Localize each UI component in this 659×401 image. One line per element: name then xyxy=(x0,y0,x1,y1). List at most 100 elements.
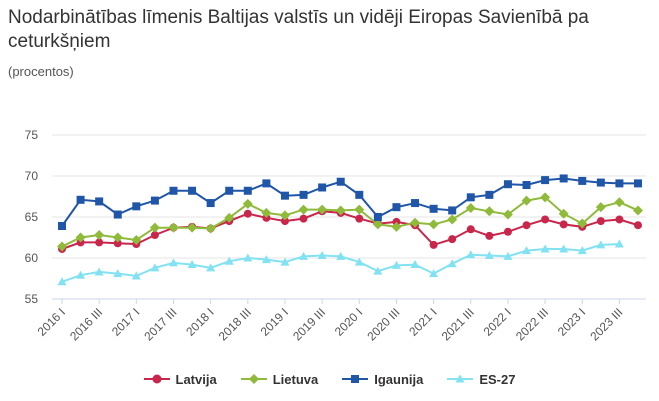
data-point-latvija xyxy=(466,225,475,234)
data-point-igaunija xyxy=(299,190,308,199)
x-tick-label: 2020 I xyxy=(332,305,365,338)
data-point-es-27 xyxy=(596,240,606,249)
data-point-es-27 xyxy=(76,270,86,279)
data-point-es-27 xyxy=(503,251,513,260)
data-point-lietuva xyxy=(168,222,179,233)
data-point-lietuva xyxy=(205,223,216,234)
data-point-lietuva xyxy=(57,241,67,252)
data-point-es-27 xyxy=(391,260,401,269)
data-point-es-27 xyxy=(354,257,364,266)
data-point-lietuva xyxy=(372,219,383,230)
data-point-lietuva xyxy=(298,204,309,215)
data-point-lietuva xyxy=(279,210,290,221)
data-point-latvija xyxy=(150,231,159,240)
legend-item-latvija[interactable]: Latvija xyxy=(143,370,217,388)
x-tick-label: 2021 I xyxy=(406,305,439,338)
data-point-es-27 xyxy=(299,251,309,260)
data-point-igaunija xyxy=(336,177,345,186)
data-point-lietuva xyxy=(540,192,551,203)
data-point-lietuva xyxy=(633,205,643,216)
x-tick-label: 2023 III xyxy=(587,305,625,343)
data-point-lietuva xyxy=(614,197,625,208)
data-point-igaunija xyxy=(503,180,512,189)
data-point-igaunija xyxy=(113,210,122,219)
legend-swatch-lietuva xyxy=(240,374,267,384)
data-point-es-27 xyxy=(336,251,346,260)
data-point-lietuva xyxy=(242,198,253,209)
data-point-lietuva xyxy=(187,222,198,233)
data-point-lietuva xyxy=(75,232,86,243)
data-point-igaunija xyxy=(76,195,85,204)
y-tick-label: 65 xyxy=(25,210,39,224)
data-point-es-27 xyxy=(206,263,216,272)
data-point-es-27 xyxy=(466,250,476,259)
data-point-es-27 xyxy=(280,257,290,266)
data-point-igaunija xyxy=(429,204,438,213)
legend-item-lietuva[interactable]: Lietuva xyxy=(240,370,319,388)
data-point-igaunija xyxy=(169,186,178,195)
x-tick-label: 2017 III xyxy=(141,305,179,343)
y-tick-label: 60 xyxy=(25,251,39,265)
data-point-lietuva xyxy=(112,232,123,243)
data-point-es-27 xyxy=(540,244,550,253)
x-tick-label: 2019 III xyxy=(290,305,328,343)
data-point-es-27 xyxy=(484,251,494,260)
data-point-igaunija xyxy=(634,179,642,188)
data-point-igaunija xyxy=(466,193,475,202)
x-tick-label: 2022 III xyxy=(513,305,551,343)
data-point-lietuva xyxy=(224,212,235,223)
legend-item-igaunija[interactable]: Igaunija xyxy=(342,370,423,388)
data-point-igaunija xyxy=(225,186,234,195)
x-tick-label: 2021 III xyxy=(439,305,477,343)
data-point-es-27 xyxy=(447,259,457,268)
data-point-es-27 xyxy=(187,260,197,269)
data-point-igaunija xyxy=(578,176,587,185)
data-point-igaunija xyxy=(448,206,457,215)
data-point-lietuva xyxy=(335,205,346,216)
data-point-es-27 xyxy=(168,258,178,267)
x-tick-label: 2016 III xyxy=(67,305,105,343)
data-point-lietuva xyxy=(502,209,513,220)
data-point-latvija xyxy=(503,227,512,236)
data-point-es-27 xyxy=(113,269,123,278)
data-point-igaunija xyxy=(243,186,252,195)
data-point-es-27 xyxy=(373,266,383,275)
legend-label: Igaunija xyxy=(374,371,424,387)
data-point-igaunija xyxy=(318,183,327,192)
data-point-es-27 xyxy=(131,271,141,280)
data-point-latvija xyxy=(299,214,308,223)
data-point-latvija xyxy=(634,221,642,230)
x-tick-label: 2023 I xyxy=(555,305,588,338)
data-point-igaunija xyxy=(596,178,605,187)
data-point-lietuva xyxy=(558,208,569,219)
chart-legend: Latvija Lietuva Igaunija ES-27 xyxy=(0,370,659,388)
data-point-es-27 xyxy=(224,256,234,265)
legend-item-es-27[interactable]: ES-27 xyxy=(447,370,515,388)
data-point-lietuva xyxy=(410,217,421,228)
data-point-es-27 xyxy=(429,269,439,278)
data-point-es-27 xyxy=(614,239,624,248)
data-point-igaunija xyxy=(615,179,624,188)
data-point-es-27 xyxy=(261,255,271,264)
data-point-lietuva xyxy=(261,207,272,218)
data-point-igaunija xyxy=(355,190,364,199)
data-point-latvija xyxy=(243,209,252,218)
data-point-es-27 xyxy=(150,263,160,272)
data-point-es-27 xyxy=(317,251,327,260)
data-point-es-27 xyxy=(94,267,104,276)
legend-label: Lietuva xyxy=(272,371,319,387)
data-point-igaunija xyxy=(188,186,197,195)
data-point-igaunija xyxy=(132,202,141,211)
data-point-latvija xyxy=(522,221,531,230)
legend-swatch-es-27 xyxy=(447,374,474,383)
data-point-lietuva xyxy=(317,204,328,215)
data-point-lietuva xyxy=(149,222,160,233)
data-point-igaunija xyxy=(559,174,568,183)
data-point-es-27 xyxy=(559,244,569,253)
data-point-es-27 xyxy=(522,246,532,255)
data-point-lietuva xyxy=(447,214,458,225)
data-point-lietuva xyxy=(577,218,588,229)
data-point-igaunija xyxy=(150,196,159,205)
x-tick-label: 2022 I xyxy=(481,305,514,338)
